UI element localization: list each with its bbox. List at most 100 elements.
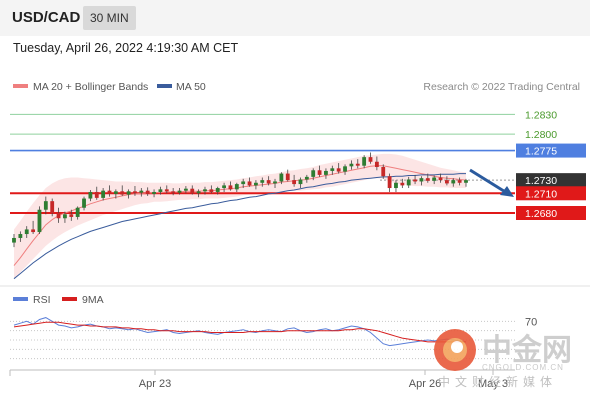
level-tag-1-2730 bbox=[516, 173, 586, 188]
level-label-1-2710: 1.2710 bbox=[525, 188, 557, 200]
candle bbox=[260, 177, 265, 187]
rsi-lines-layer bbox=[13, 317, 467, 347]
rsi-line bbox=[13, 317, 467, 347]
level-tag-1-2775 bbox=[516, 143, 586, 158]
candle bbox=[133, 186, 137, 196]
bollinger-band bbox=[14, 153, 466, 279]
x-tick-label: Apr 26 bbox=[409, 378, 441, 390]
candle bbox=[12, 234, 16, 248]
rsi-ma-line bbox=[13, 321, 466, 343]
candle bbox=[432, 175, 437, 185]
ma20-line bbox=[13, 165, 467, 266]
candle bbox=[304, 174, 309, 183]
candle bbox=[292, 174, 297, 187]
candles-layer bbox=[12, 152, 468, 248]
candle bbox=[183, 186, 188, 194]
level-tag-1-2710 bbox=[516, 186, 586, 201]
candle bbox=[31, 220, 36, 235]
watermark: 中金网 CNGOLD.COM.CN 中文财经新媒体 bbox=[434, 329, 572, 389]
forecast-arrow-icon bbox=[469, 168, 514, 197]
level-label-1-2800: 1.2800 bbox=[525, 129, 557, 141]
ma20-legend-label: MA 20 + Bollinger Bands bbox=[33, 81, 148, 93]
candle bbox=[336, 163, 341, 174]
candle bbox=[56, 207, 61, 223]
candle bbox=[266, 176, 271, 186]
bollinger-band-layer bbox=[14, 153, 466, 279]
candle bbox=[451, 178, 456, 187]
candle bbox=[18, 231, 23, 242]
candle bbox=[37, 206, 42, 235]
candle bbox=[94, 186, 99, 200]
candle bbox=[82, 196, 86, 211]
level-label-1-2730: 1.2730 bbox=[525, 175, 557, 187]
level-tag-1-2680 bbox=[516, 206, 586, 220]
candle bbox=[190, 185, 195, 195]
candle bbox=[349, 160, 354, 170]
candle bbox=[330, 165, 335, 175]
candle bbox=[43, 196, 48, 215]
candle bbox=[196, 189, 201, 198]
candle bbox=[101, 188, 106, 201]
candle bbox=[139, 188, 144, 197]
candle bbox=[406, 176, 411, 189]
candle bbox=[247, 177, 252, 187]
candle bbox=[324, 168, 328, 179]
candle bbox=[317, 165, 322, 177]
candle bbox=[374, 156, 379, 171]
candle bbox=[425, 173, 430, 183]
ma20-legend-swatch bbox=[13, 84, 28, 88]
candle bbox=[215, 186, 220, 195]
watermark-brand: 中金网 bbox=[482, 333, 572, 368]
candle bbox=[50, 198, 55, 217]
candle bbox=[107, 185, 112, 197]
level-label-1-2680: 1.2680 bbox=[525, 208, 557, 220]
candle bbox=[234, 182, 239, 192]
candle bbox=[120, 185, 125, 196]
candle bbox=[343, 164, 347, 175]
candle bbox=[298, 177, 303, 189]
candle bbox=[69, 209, 74, 221]
candle bbox=[362, 155, 367, 169]
candle bbox=[24, 226, 29, 238]
x-tick-label: Apr 23 bbox=[139, 378, 171, 390]
candle bbox=[285, 169, 290, 182]
candle bbox=[254, 180, 258, 190]
candle bbox=[222, 182, 226, 192]
candle bbox=[209, 185, 214, 194]
x-tick-label: May 3 bbox=[478, 378, 508, 390]
level-label-1-2830: 1.2830 bbox=[525, 109, 557, 121]
candle bbox=[171, 188, 176, 196]
research-credit: Research © 2022 Trading Central bbox=[423, 81, 580, 93]
candle bbox=[400, 178, 405, 189]
ma9-legend-label: 9MA bbox=[82, 294, 104, 306]
candle bbox=[88, 190, 93, 202]
candle bbox=[241, 178, 246, 189]
candle bbox=[113, 189, 118, 199]
symbol-title: USD/CAD bbox=[12, 9, 81, 26]
candle bbox=[394, 180, 398, 192]
candle bbox=[203, 186, 207, 195]
candle bbox=[381, 164, 386, 179]
ma9-legend-swatch bbox=[62, 297, 77, 301]
chart-header: USD/CAD 30 MIN bbox=[0, 0, 590, 36]
candle bbox=[438, 173, 443, 183]
candle bbox=[273, 178, 277, 189]
candle bbox=[75, 206, 80, 220]
candle bbox=[387, 173, 392, 192]
ma50-legend-swatch bbox=[157, 84, 172, 88]
chart-datetime: Tuesday, April 26, 2022 4:19:30 AM CET bbox=[13, 41, 239, 55]
timeframe-badge[interactable]: 30 MIN bbox=[83, 6, 136, 30]
candle bbox=[444, 176, 449, 186]
candle bbox=[177, 188, 182, 195]
candle bbox=[126, 189, 131, 199]
candle bbox=[228, 181, 233, 191]
watermark-subtitle: 中文财经新媒体 bbox=[438, 374, 557, 389]
candle bbox=[368, 152, 373, 164]
candle bbox=[419, 176, 424, 186]
candle bbox=[457, 177, 462, 186]
price-levels-layer bbox=[10, 113, 515, 214]
candle bbox=[158, 186, 163, 195]
rsi-legend-label: RSI bbox=[33, 294, 51, 306]
